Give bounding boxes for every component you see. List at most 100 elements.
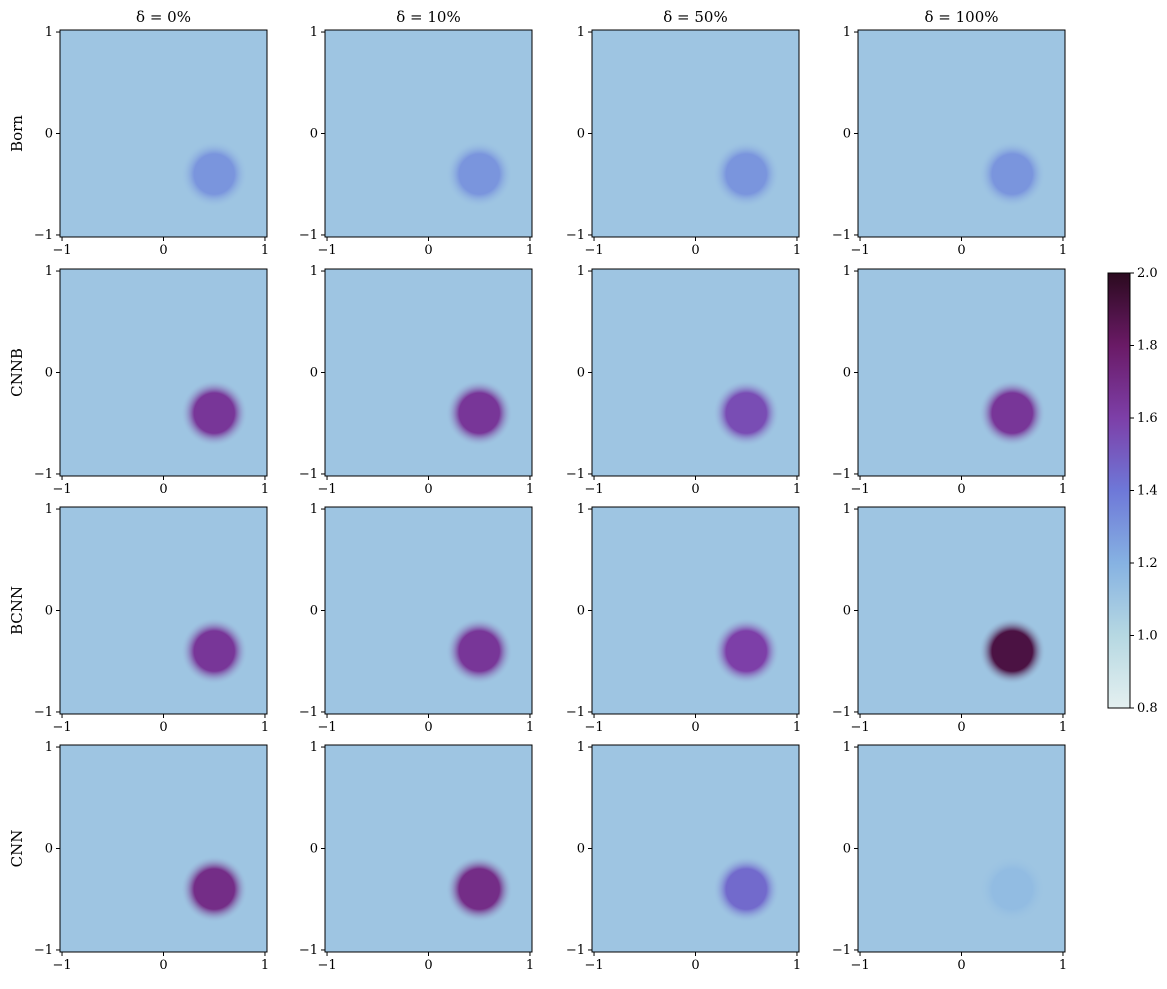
x-tick-label: 1 <box>1059 243 1067 258</box>
y-tick-label: −1 <box>832 943 851 958</box>
y-tick-label: 1 <box>45 25 53 40</box>
panel-background <box>592 269 799 476</box>
x-tick-label: 1 <box>793 720 801 735</box>
x-tick-label: 1 <box>1059 958 1067 973</box>
panel-background <box>60 745 267 952</box>
x-tick-label: 0 <box>691 482 699 497</box>
y-tick-label: −1 <box>34 943 53 958</box>
y-tick-label: 1 <box>843 740 851 755</box>
y-tick-label: 0 <box>45 842 53 857</box>
panel-background <box>60 507 267 714</box>
x-tick-label: −1 <box>850 482 869 497</box>
y-tick-label: 1 <box>843 502 851 517</box>
y-tick-label: 0 <box>577 366 585 381</box>
x-tick-label: 1 <box>1059 482 1067 497</box>
panel-background <box>592 30 799 237</box>
panel-background <box>858 30 1065 237</box>
y-tick-label: 0 <box>577 604 585 619</box>
y-tick-label: −1 <box>299 943 318 958</box>
y-tick-label: −1 <box>566 228 585 243</box>
x-tick-label: −1 <box>584 720 603 735</box>
x-tick-label: 1 <box>526 243 534 258</box>
column-title: δ = 100% <box>924 8 998 26</box>
y-tick-label: 0 <box>577 127 585 142</box>
x-tick-label: 0 <box>424 720 432 735</box>
inclusion <box>712 379 780 447</box>
x-tick-label: 1 <box>526 482 534 497</box>
y-tick-label: −1 <box>566 467 585 482</box>
row-label: CNNB <box>8 348 26 397</box>
panel-background <box>325 745 532 952</box>
panel-background <box>325 507 532 714</box>
y-tick-label: 1 <box>310 502 318 517</box>
x-tick-label: 0 <box>691 958 699 973</box>
inclusion <box>712 140 780 208</box>
x-tick-label: 0 <box>691 243 699 258</box>
colorbar-tick-label: 1.0 <box>1137 629 1158 644</box>
y-tick-label: −1 <box>299 705 318 720</box>
x-tick-label: −1 <box>52 243 71 258</box>
y-tick-label: −1 <box>566 705 585 720</box>
row-label: BCNN <box>8 586 26 635</box>
inclusion <box>978 140 1046 208</box>
inclusion <box>180 140 248 208</box>
y-tick-label: 0 <box>843 366 851 381</box>
x-tick-label: −1 <box>52 482 71 497</box>
y-tick-label: −1 <box>299 228 318 243</box>
column-title: δ = 0% <box>136 8 191 26</box>
x-tick-label: 1 <box>261 720 269 735</box>
y-tick-label: −1 <box>34 228 53 243</box>
colorbar-tick-label: 1.2 <box>1137 556 1158 571</box>
x-tick-label: 1 <box>793 243 801 258</box>
y-tick-label: 0 <box>577 842 585 857</box>
colorbar-tick-label: 1.8 <box>1137 339 1158 354</box>
y-tick-label: 0 <box>310 604 318 619</box>
inclusion <box>978 855 1046 923</box>
panel-background <box>60 269 267 476</box>
x-tick-label: 0 <box>424 958 432 973</box>
y-tick-label: 1 <box>577 264 585 279</box>
colorbar-tick-label: 1.6 <box>1137 411 1158 426</box>
x-tick-label: 1 <box>793 958 801 973</box>
row-label: Born <box>8 115 26 152</box>
colorbar-tick-label: 0.8 <box>1137 701 1158 716</box>
y-tick-label: 0 <box>45 366 53 381</box>
x-tick-label: 1 <box>1059 720 1067 735</box>
inclusion <box>712 855 780 923</box>
x-tick-label: −1 <box>850 720 869 735</box>
inclusion <box>180 379 248 447</box>
y-tick-label: 0 <box>45 604 53 619</box>
x-tick-label: −1 <box>584 958 603 973</box>
x-tick-label: −1 <box>850 958 869 973</box>
panel-background <box>858 745 1065 952</box>
y-tick-label: −1 <box>299 467 318 482</box>
y-tick-label: −1 <box>832 467 851 482</box>
x-tick-label: 0 <box>159 958 167 973</box>
row-label: CNN <box>8 830 26 868</box>
inclusion <box>180 617 248 685</box>
y-tick-label: 0 <box>45 127 53 142</box>
x-tick-label: −1 <box>584 482 603 497</box>
y-tick-label: 1 <box>310 740 318 755</box>
x-tick-label: 1 <box>261 243 269 258</box>
x-tick-label: 0 <box>957 720 965 735</box>
colorbar <box>1107 272 1131 709</box>
y-tick-label: 0 <box>843 604 851 619</box>
inclusion <box>180 855 248 923</box>
inclusion <box>445 617 513 685</box>
y-tick-label: 1 <box>45 264 53 279</box>
y-tick-label: 0 <box>843 842 851 857</box>
y-tick-label: 1 <box>843 264 851 279</box>
inclusion <box>978 617 1046 685</box>
inclusion <box>445 855 513 923</box>
y-tick-label: 0 <box>843 127 851 142</box>
x-tick-label: 1 <box>526 958 534 973</box>
y-tick-label: 1 <box>45 740 53 755</box>
x-tick-label: 1 <box>526 720 534 735</box>
panel-background <box>858 269 1065 476</box>
y-tick-label: 0 <box>310 127 318 142</box>
y-tick-label: 1 <box>577 502 585 517</box>
x-tick-label: −1 <box>52 958 71 973</box>
x-tick-label: 0 <box>691 720 699 735</box>
inclusion <box>712 617 780 685</box>
